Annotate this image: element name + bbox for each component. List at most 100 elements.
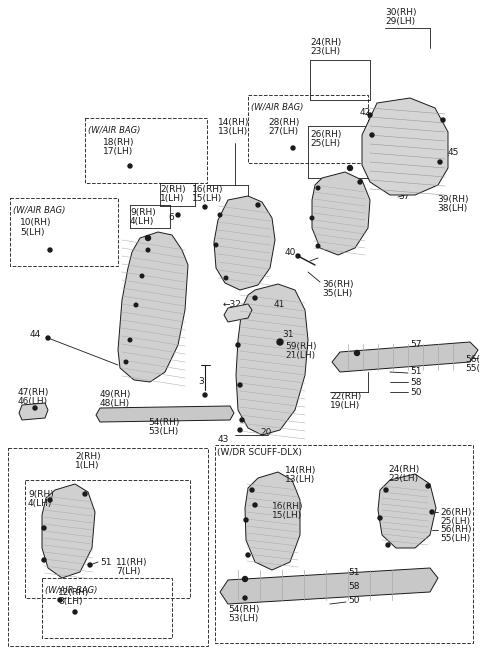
Text: 1(LH): 1(LH) (160, 194, 184, 203)
Polygon shape (220, 568, 438, 604)
Circle shape (236, 343, 240, 347)
Circle shape (176, 213, 180, 217)
Circle shape (238, 383, 242, 387)
Text: (W/AIR BAG): (W/AIR BAG) (45, 586, 97, 595)
Circle shape (296, 254, 300, 258)
Text: 57: 57 (410, 340, 421, 349)
Text: 25(LH): 25(LH) (310, 139, 340, 148)
Bar (8, 448, 208, 646)
Polygon shape (362, 98, 448, 195)
Circle shape (277, 339, 283, 345)
Polygon shape (224, 304, 252, 322)
Text: 58: 58 (410, 378, 421, 387)
Text: 58: 58 (348, 582, 360, 591)
Polygon shape (214, 196, 275, 290)
Polygon shape (245, 472, 300, 570)
Text: 24(RH): 24(RH) (310, 38, 341, 47)
Circle shape (291, 146, 295, 150)
Circle shape (430, 510, 434, 514)
Circle shape (42, 558, 46, 562)
Text: 23(LH): 23(LH) (310, 47, 340, 56)
Circle shape (203, 393, 207, 397)
Text: 17(LH): 17(LH) (103, 147, 133, 156)
Text: 29(LH): 29(LH) (385, 17, 415, 26)
Circle shape (368, 113, 372, 117)
Text: 18(RH): 18(RH) (103, 138, 134, 147)
Text: 25(LH): 25(LH) (440, 517, 470, 526)
Text: 55(LH): 55(LH) (440, 534, 470, 543)
Circle shape (73, 610, 77, 614)
Text: 27(LH): 27(LH) (268, 127, 298, 136)
Text: 54(RH): 54(RH) (148, 418, 180, 427)
Text: (W/DR SCUFF-DLX): (W/DR SCUFF-DLX) (217, 448, 302, 457)
Circle shape (145, 236, 151, 240)
Circle shape (310, 216, 314, 220)
Text: 10(RH): 10(RH) (20, 218, 51, 227)
Text: 45: 45 (448, 148, 459, 157)
Text: 51: 51 (100, 558, 111, 567)
Text: 13(LH): 13(LH) (218, 127, 248, 136)
Text: (W/AIR BAG): (W/AIR BAG) (251, 103, 303, 112)
Circle shape (384, 488, 388, 492)
Text: 40: 40 (285, 248, 296, 257)
Text: 3: 3 (198, 377, 204, 386)
Circle shape (242, 576, 248, 582)
Text: 36(RH): 36(RH) (322, 280, 353, 289)
Text: 41: 41 (274, 300, 286, 309)
Text: 14(RH): 14(RH) (218, 118, 250, 127)
Circle shape (42, 526, 46, 530)
Circle shape (224, 276, 228, 280)
Circle shape (316, 244, 320, 248)
Text: 11(RH): 11(RH) (116, 558, 147, 567)
Polygon shape (332, 342, 478, 372)
Text: 26(RH): 26(RH) (310, 130, 341, 139)
Polygon shape (378, 474, 436, 548)
Text: 51: 51 (348, 568, 360, 577)
Bar (25, 480, 190, 598)
Circle shape (244, 518, 248, 522)
Circle shape (48, 498, 52, 502)
Text: 42: 42 (360, 108, 371, 117)
Circle shape (134, 303, 138, 307)
Circle shape (33, 406, 37, 410)
Text: 2(RH): 2(RH) (75, 452, 101, 461)
Text: 16(RH): 16(RH) (272, 502, 303, 511)
Text: 56(RH): 56(RH) (440, 525, 471, 534)
Text: 37: 37 (398, 192, 409, 201)
Circle shape (58, 598, 62, 602)
Bar (42, 578, 172, 638)
Text: ←32: ←32 (223, 300, 242, 309)
Circle shape (218, 213, 222, 217)
Polygon shape (42, 484, 95, 578)
Text: 7(LH): 7(LH) (116, 567, 141, 576)
Circle shape (46, 336, 50, 340)
Text: 19(LH): 19(LH) (330, 401, 360, 410)
Text: 20: 20 (260, 428, 271, 437)
Text: 59(RH): 59(RH) (285, 342, 316, 351)
Text: 26(RH): 26(RH) (440, 508, 471, 517)
Circle shape (238, 428, 242, 432)
Text: 50: 50 (410, 388, 421, 397)
Text: 44: 44 (30, 330, 41, 339)
Bar (85, 118, 207, 183)
Text: 53(LH): 53(LH) (228, 614, 258, 623)
Circle shape (128, 164, 132, 168)
Text: 2(RH): 2(RH) (160, 185, 186, 194)
Text: 14(RH): 14(RH) (285, 466, 316, 475)
Circle shape (243, 596, 247, 600)
Circle shape (256, 203, 260, 207)
Circle shape (83, 492, 87, 496)
Polygon shape (236, 284, 308, 435)
Text: 56(RH): 56(RH) (465, 355, 480, 364)
Text: 5(LH): 5(LH) (20, 228, 45, 237)
Text: 35(LH): 35(LH) (322, 289, 352, 298)
Text: 54(RH): 54(RH) (228, 605, 259, 614)
Circle shape (214, 243, 218, 247)
Circle shape (250, 488, 254, 492)
Text: 24(RH): 24(RH) (388, 465, 419, 474)
Text: 23(LH): 23(LH) (388, 474, 418, 483)
Circle shape (253, 503, 257, 507)
Bar (248, 95, 368, 163)
Circle shape (146, 248, 150, 252)
Circle shape (370, 133, 374, 137)
